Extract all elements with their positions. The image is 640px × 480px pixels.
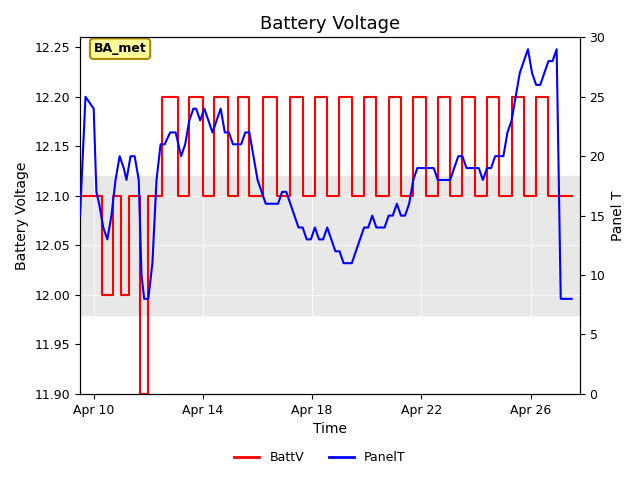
Legend: BattV, PanelT: BattV, PanelT: [229, 446, 411, 469]
Title: Battery Voltage: Battery Voltage: [260, 15, 400, 33]
Bar: [80, 176, 580, 315]
Text: BA_met: BA_met: [93, 42, 147, 55]
Y-axis label: Panel T: Panel T: [611, 191, 625, 241]
X-axis label: Time: Time: [313, 422, 347, 436]
Y-axis label: Battery Voltage: Battery Voltage: [15, 161, 29, 270]
